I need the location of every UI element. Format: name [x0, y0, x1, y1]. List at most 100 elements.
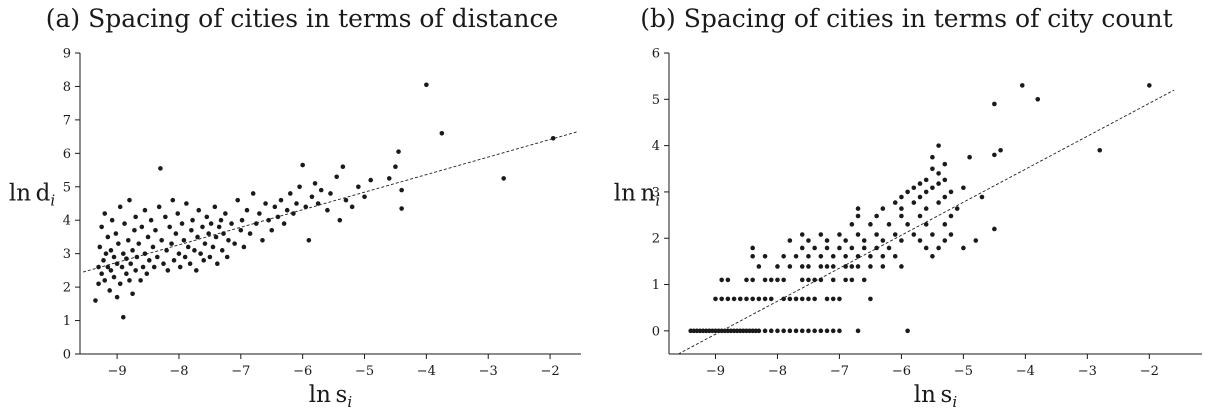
data-point [207, 254, 213, 260]
data-point [340, 164, 346, 170]
data-point [824, 296, 830, 302]
fit-line [678, 89, 1175, 355]
x-axis-label: ln si [914, 382, 958, 410]
data-point [93, 298, 98, 303]
data-point [923, 189, 929, 195]
data-point [184, 201, 189, 206]
data-point [136, 241, 142, 246]
data-point [737, 296, 743, 302]
data-point [309, 194, 315, 200]
data-point [936, 143, 941, 148]
x-tick-label: −2 [540, 364, 559, 379]
data-point [892, 232, 898, 237]
data-point [973, 238, 979, 243]
data-point [725, 277, 731, 283]
x-tick-label: −7 [830, 364, 849, 379]
data-point [171, 258, 177, 263]
data-point [781, 253, 786, 259]
data-point [762, 253, 768, 259]
data-point [936, 171, 941, 176]
chart-panel-a: (a) Spacing of cities in terms of distan… [0, 0, 604, 410]
data-point [386, 176, 392, 181]
data-point [144, 271, 150, 277]
data-point [163, 214, 168, 220]
data-point [109, 217, 115, 223]
data-point [930, 253, 935, 259]
data-point [328, 191, 333, 196]
data-point [874, 213, 879, 219]
data-point [750, 245, 755, 251]
data-point [119, 264, 125, 270]
data-point [226, 237, 231, 243]
data-point [874, 232, 879, 237]
data-point [120, 251, 126, 256]
data-point [1097, 147, 1103, 153]
data-point [356, 184, 361, 190]
data-point [334, 174, 339, 180]
data-point [241, 244, 247, 250]
data-point [105, 234, 111, 240]
data-point [855, 328, 861, 334]
data-point [942, 194, 948, 200]
y-tick-label: 3 [63, 247, 71, 262]
data-point [396, 149, 401, 154]
data-point [97, 244, 103, 250]
data-point [744, 277, 749, 283]
data-point [830, 264, 836, 269]
data-point [263, 201, 268, 206]
data-point [113, 231, 119, 236]
data-point [195, 234, 200, 240]
data-point [294, 201, 299, 206]
data-point [781, 296, 786, 302]
data-point [291, 211, 296, 216]
data-point [812, 277, 817, 283]
data-point [362, 194, 367, 200]
x-tick-label: −6 [892, 364, 911, 379]
data-point [134, 254, 140, 260]
data-point [917, 238, 923, 243]
data-point [911, 200, 917, 205]
x-tick-label: −9 [706, 364, 725, 379]
data-point [899, 206, 904, 211]
data-point [224, 254, 230, 260]
data-point [201, 258, 207, 263]
y-axis-label: ln di [9, 181, 56, 210]
data-point [806, 264, 811, 269]
data-point [936, 181, 941, 186]
data-point [713, 296, 718, 302]
data-point [830, 296, 836, 302]
data-point [855, 264, 861, 269]
data-point [793, 328, 799, 334]
data-point [284, 207, 290, 213]
data-point [185, 244, 191, 250]
data-point [868, 296, 873, 302]
data-point [219, 248, 225, 253]
data-point [145, 234, 151, 240]
data-point [948, 213, 954, 219]
data-point [849, 264, 855, 269]
data-point [111, 274, 117, 280]
data-point [247, 231, 253, 236]
data-point [132, 227, 137, 233]
data-point [275, 214, 281, 220]
y-tick-label: 9 [63, 47, 71, 62]
data-point [193, 268, 199, 273]
data-point [122, 221, 127, 226]
data-point [101, 258, 106, 263]
data-point [855, 213, 861, 219]
data-point [343, 197, 349, 203]
data-point [787, 264, 793, 269]
data-point [99, 271, 104, 277]
data-point [250, 191, 256, 196]
x-tick-label: −5 [954, 364, 973, 379]
data-point [799, 296, 805, 302]
data-point [843, 264, 848, 269]
data-point [818, 277, 824, 283]
data-point [187, 261, 193, 267]
data-point [855, 253, 861, 259]
data-point [128, 261, 134, 267]
data-point [200, 224, 205, 230]
data-point [229, 221, 234, 226]
data-point [861, 277, 867, 283]
data-point [824, 328, 830, 334]
